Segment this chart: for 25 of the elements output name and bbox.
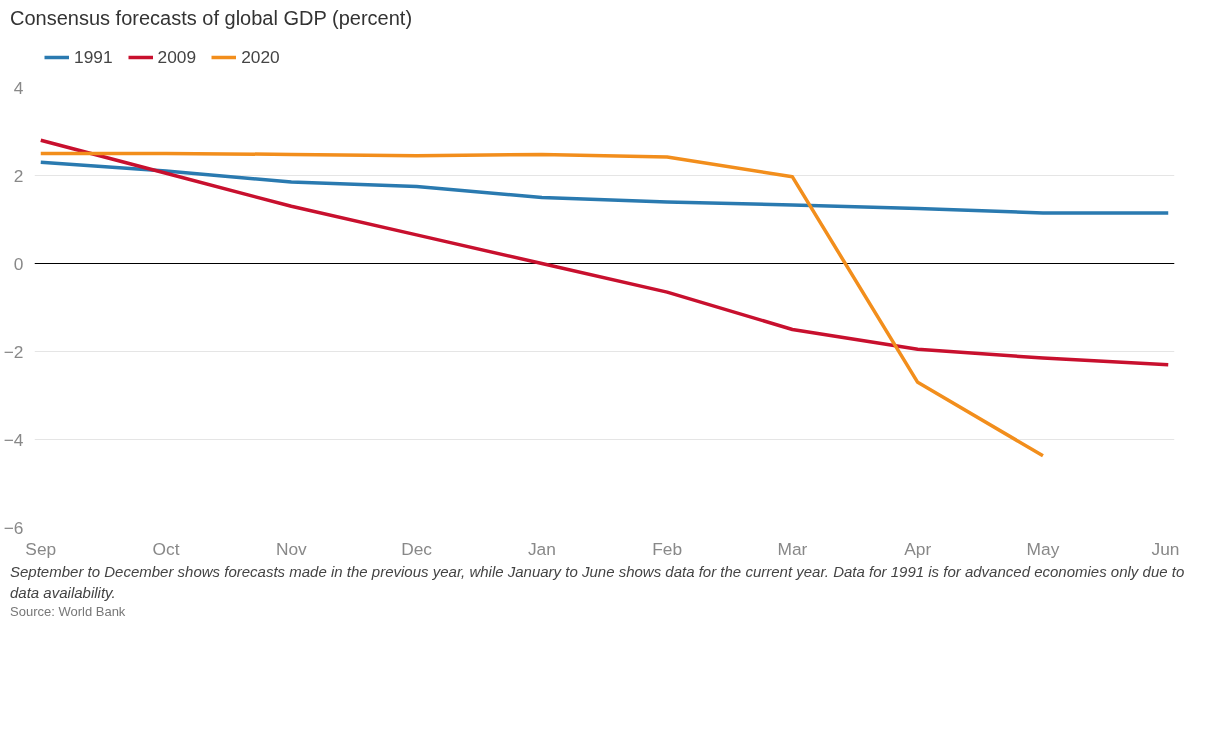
x-tick-label: Sep [25,538,57,559]
y-tick-label: −4 [3,429,24,450]
x-tick-label: Oct [152,538,180,559]
line-series [39,151,1045,458]
x-tick-label: May [1026,538,1060,559]
x-tick-label: Nov [275,538,308,559]
x-tick-label: Mar [777,538,808,559]
y-tick-label: 2 [13,165,24,186]
source-note: Source: World Bank [10,603,126,622]
legend-label: 2020 [241,46,280,68]
chart-title: Consensus forecasts of global GDP (percent) [10,6,413,31]
legend-label: 2009 [157,46,197,68]
line-series [39,138,1170,367]
y-tick-label: −6 [3,517,24,538]
x-tick-label: Apr [904,538,932,559]
legend-label: 1991 [74,46,113,68]
y-tick-label: −2 [3,341,24,362]
x-tick-label: Jun [1151,538,1180,559]
line-series [39,160,1170,215]
x-tick-label: Feb [652,538,683,559]
text: September to December shows forecasts made in the previous year, while January to June shows data for the current year. Data for 1991 is for advanced economies only due to data availability. [10,561,1186,603]
y-tick-label: 0 [13,253,24,274]
y-tick-label: 4 [13,77,24,98]
x-tick-label: Dec [401,538,433,559]
x-tick-label: Jan [527,538,556,559]
